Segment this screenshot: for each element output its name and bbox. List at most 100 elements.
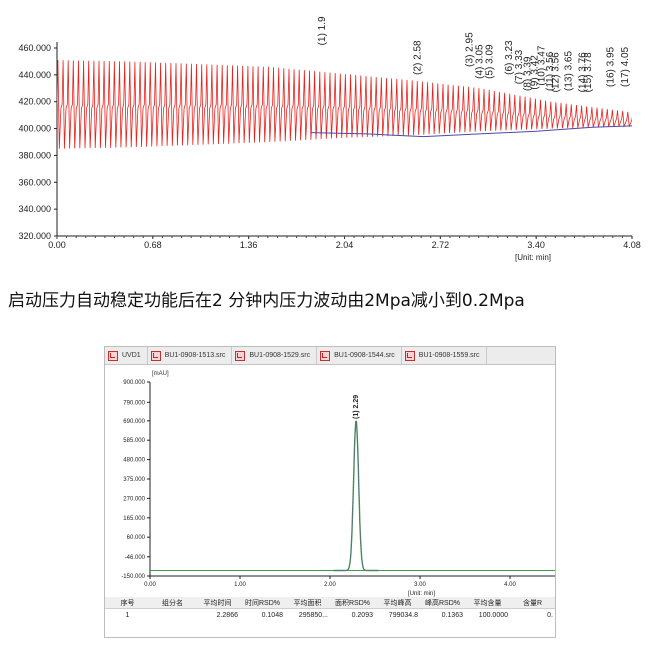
- y-tick-label: 340.000: [18, 204, 51, 214]
- peak-trace-green: [333, 420, 379, 572]
- y-tick-label: 790.000: [123, 400, 145, 406]
- peak-trace: [333, 420, 379, 571]
- x-tick-label: 1.00: [234, 582, 246, 588]
- table-header-cell: 平均含量: [465, 597, 510, 609]
- tab-label: BU1-0908-1513.src: [164, 352, 226, 359]
- table-cell: 2.2866: [216, 611, 238, 619]
- y-tick-label: 60.000: [127, 535, 146, 541]
- tab-label: BU1-0908-1529.src: [249, 352, 311, 359]
- peak-annotation: (14) 3.76: [577, 52, 588, 92]
- peak-annotation: (8) 3.39: [523, 56, 534, 91]
- unit-label: [mAU]: [152, 371, 169, 377]
- table-cell: 0.2093: [351, 611, 373, 619]
- peak-annotation: (3) 2.95: [465, 32, 476, 67]
- tab-file-1559[interactable]: BU1-0908-1559.src: [402, 347, 487, 364]
- chromatogram-icon: [150, 350, 161, 361]
- y-tick-label: 585.000: [123, 438, 145, 444]
- chromatogram-chart: [mAU] 900.000 790.000 690.000 585.000 480.000…: [121, 371, 555, 597]
- y-tick-label: 375.000: [123, 477, 145, 483]
- caption: 启动压力自动稳定功能后在2 分钟内压力波动由2Mpa减小到0.2Mpa: [8, 291, 525, 311]
- peak-annotation: (13) 3.65: [563, 51, 574, 91]
- tab-file-1529[interactable]: BU1-0908-1529.src: [232, 347, 318, 364]
- chromatogram-icon: [108, 350, 118, 361]
- x-tick-label: 2.00: [324, 582, 336, 588]
- peak-annotation: (12) 3.56: [551, 52, 562, 92]
- x-tick-label: 0.00: [144, 582, 156, 588]
- x-tick-label: 3.00: [414, 582, 426, 588]
- tab-label: UVD1: [122, 352, 141, 359]
- x-axis-label: [Unit: min]: [408, 591, 435, 597]
- table-header-cell: 峰高RSD%: [420, 597, 465, 609]
- y-tick-label: -150.000: [121, 574, 145, 580]
- y-tick-label: 460.000: [18, 43, 51, 53]
- y-tick-label: 900.000: [123, 380, 145, 386]
- peak-annotation: (16) 3.95: [606, 46, 617, 86]
- table-cell: 0.1363: [441, 611, 463, 619]
- table-cell: 0.: [547, 611, 553, 619]
- table-cell: 0.1048: [261, 611, 283, 619]
- table-header-cell: 平均时间: [195, 597, 240, 609]
- y-tick-label: 480.000: [123, 458, 145, 464]
- peak-annotation: (5) 3.09: [484, 44, 495, 79]
- table-header-cell: 平均面积: [285, 597, 330, 609]
- y-tick-label: 165.000: [123, 516, 145, 522]
- peak-annotation: (10) 3.47: [537, 45, 548, 85]
- table-header-cell: 面积RSD%: [330, 597, 375, 609]
- y-tick-label: 690.000: [123, 419, 145, 425]
- baseline-trace: [310, 125, 633, 138]
- peak-annotation: (11) 3.56: [545, 51, 556, 91]
- x-tick-label: 2.72: [432, 240, 450, 250]
- table-cell: 295850...: [298, 611, 328, 619]
- tab-uvd1[interactable]: UVD1: [105, 347, 148, 364]
- x-tick-label: 1.36: [240, 240, 258, 250]
- table-row[interactable]: 1 2.2866 0.1048 295850... 0.2093 799034.8 0.13…: [105, 609, 555, 622]
- table-cell: 799034.8: [388, 611, 418, 619]
- pressure-chart: 320.000 340.000 360.000 380.000 400.000 420.0…: [18, 16, 641, 262]
- table-header-cell: 组分名: [150, 597, 195, 609]
- peak-annotation: (6) 3.23: [504, 40, 515, 75]
- peak-annotation: (2) 2.58: [413, 40, 424, 75]
- y-tick-label: 400.000: [18, 124, 51, 134]
- peak-annotation: (15) 3.78: [583, 52, 594, 92]
- x-tick-label: 3.40: [527, 240, 545, 250]
- peak-results-table: 序号 组分名 平均时间 时间RSD% 平均面积 面积RSD% 平均峰高 峰高RSD% 平均含量含…: [105, 597, 555, 621]
- table-cell: 100.0000: [478, 611, 508, 619]
- table-header-cell: 平均峰高: [375, 597, 420, 609]
- x-tick-label: 4.08: [623, 240, 641, 250]
- chromatogram-icon: [404, 350, 415, 361]
- tab-label: BU1-0908-1559.src: [418, 352, 480, 359]
- tab-label: BU1-0908-1544.src: [334, 352, 395, 359]
- x-axis-label: [Unit: min]: [515, 253, 551, 262]
- y-tick-label: 270.000: [123, 496, 145, 502]
- x-tick-label: 0.00: [48, 240, 66, 250]
- y-tick-label: 440.000: [18, 70, 51, 80]
- pressure-trace: [57, 60, 632, 149]
- table-header-cell: 序号: [105, 597, 150, 609]
- chromatogram-icon: [235, 350, 246, 361]
- table-header-cell: 时间RSD%: [240, 597, 285, 609]
- x-tick-label: 2.04: [336, 240, 354, 250]
- peak-annotation: (1) 2.29: [353, 395, 360, 419]
- peak-annotation: (4) 3.05: [475, 44, 486, 79]
- y-tick-label: 320.000: [18, 231, 51, 241]
- peak-annotation: (7) 3.33: [514, 49, 525, 84]
- table-cell: [150, 609, 195, 622]
- table-body: 1 2.2866 0.1048 295850... 0.2093 799034.8 0.13…: [105, 609, 555, 622]
- tab-file-1513[interactable]: BU1-0908-1513.src: [148, 347, 233, 364]
- peak-annotation: (1) 1.9: [317, 16, 328, 45]
- table-cell: 1: [125, 611, 130, 619]
- tab-file-1544[interactable]: BU1-0908-1544.src: [317, 347, 402, 364]
- peak-annotation: (17) 4.05: [620, 46, 631, 86]
- y-tick-label: 380.000: [18, 150, 51, 160]
- y-tick-label: -46.000: [125, 555, 146, 561]
- tab-bar: UVD1 BU1-0908-1513.src BU1-0908-1529.src…: [105, 347, 555, 365]
- x-tick-label: 0.68: [144, 240, 162, 250]
- table-header-cell: 含量R: [510, 597, 555, 609]
- y-tick-label: 360.000: [18, 177, 51, 187]
- chromatogram-icon: [320, 350, 331, 361]
- peak-annotation: (9) 3.42: [530, 55, 541, 90]
- y-tick-label: 420.000: [18, 97, 51, 107]
- chromatogram-window: UVD1 BU1-0908-1513.src BU1-0908-1529.src…: [104, 346, 556, 638]
- table-header-row: 序号 组分名 平均时间 时间RSD% 平均面积 面积RSD% 平均峰高 峰高RSD% 平均含量含…: [105, 597, 555, 609]
- x-tick-label: 4.00: [504, 582, 516, 588]
